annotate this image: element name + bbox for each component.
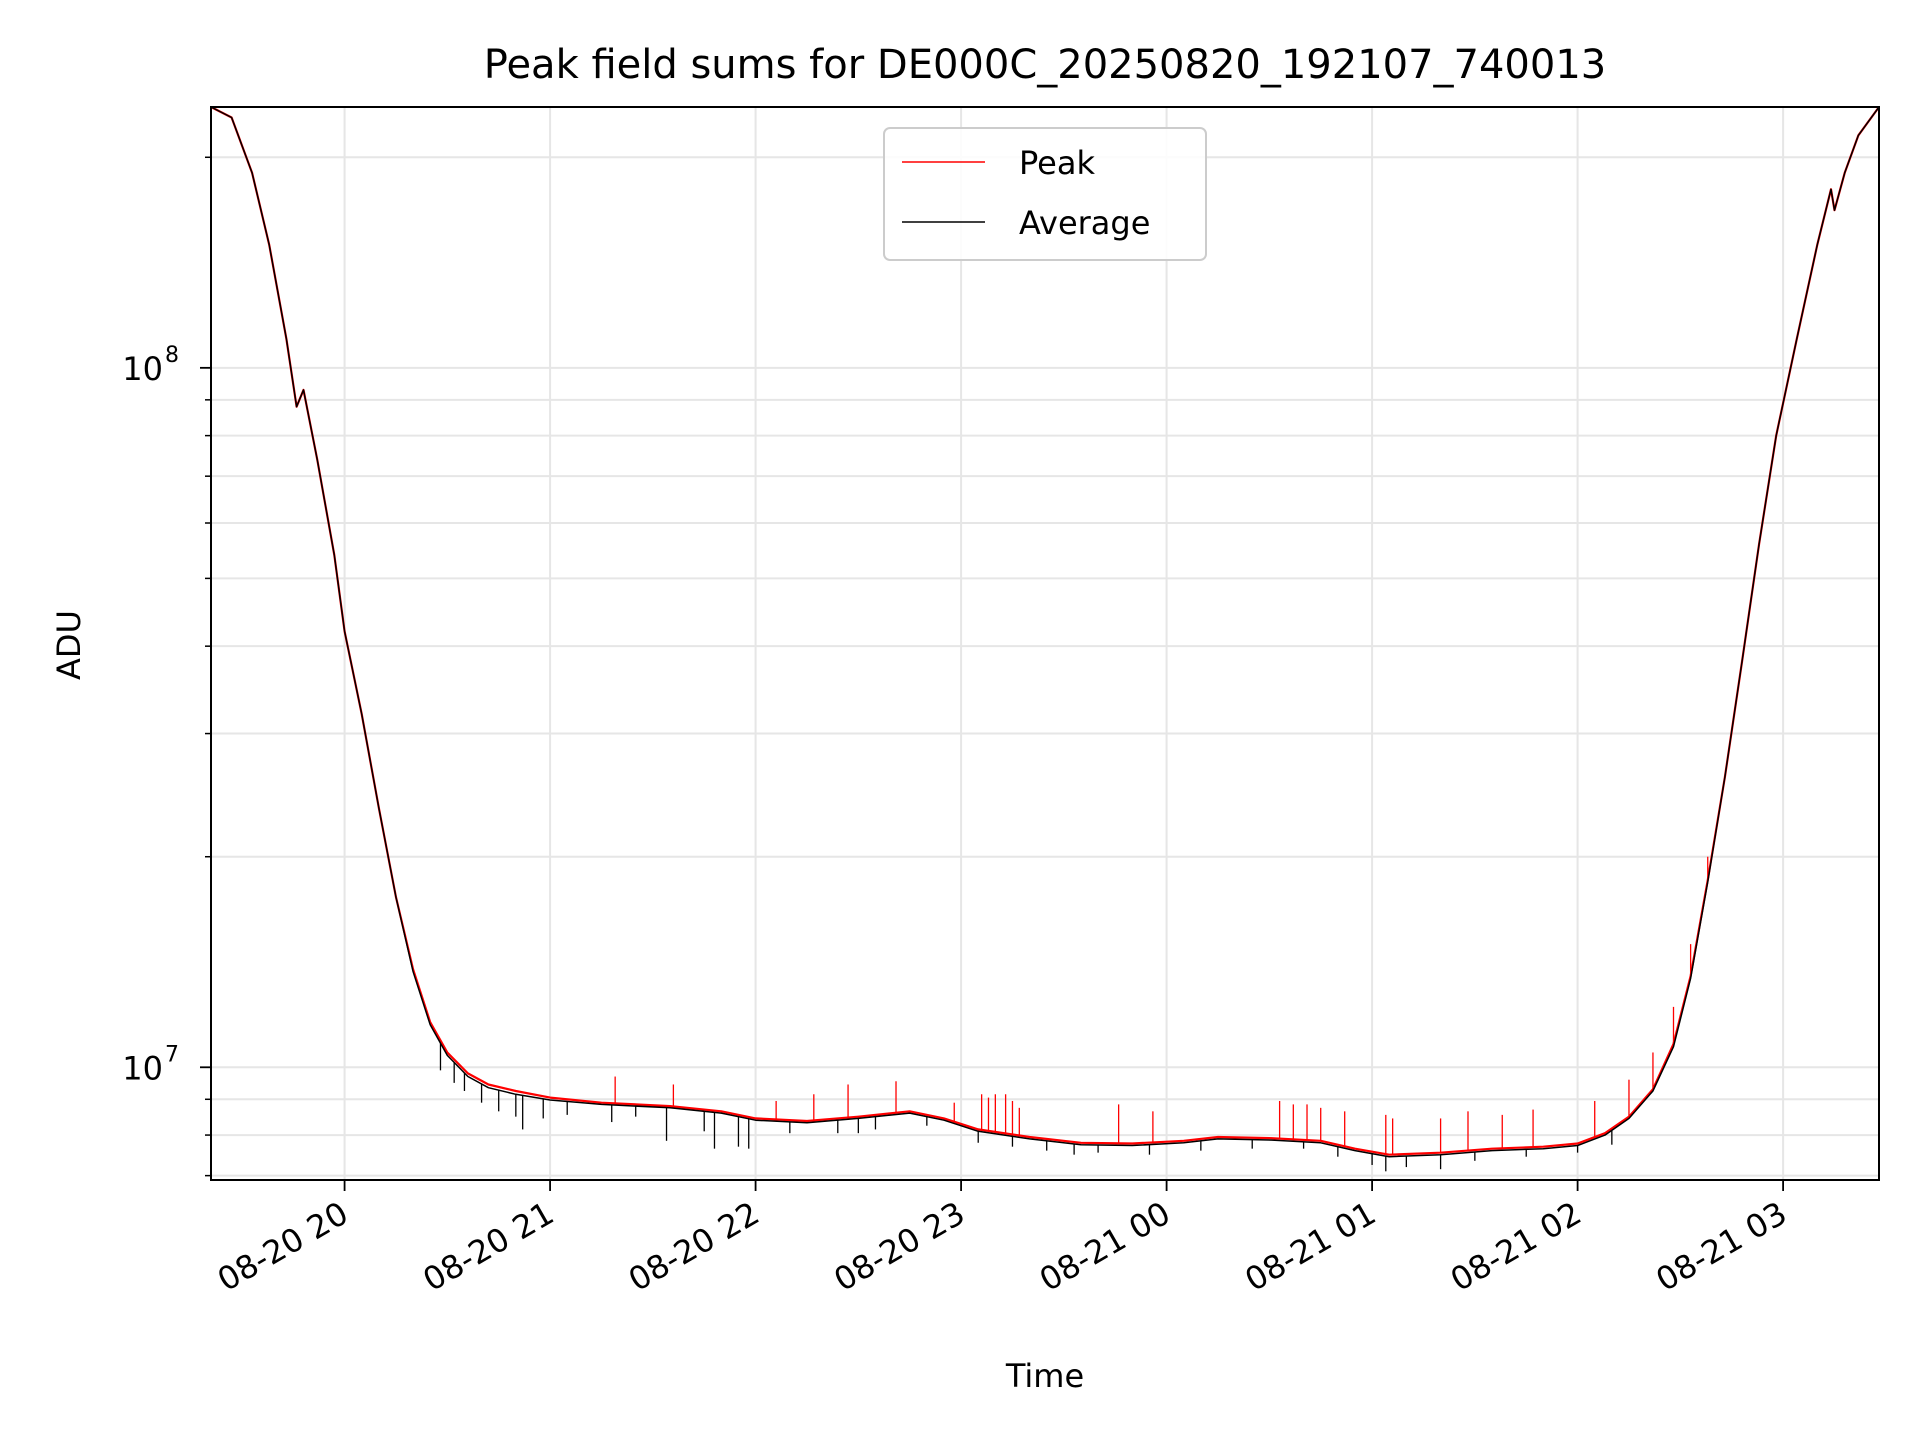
y-axis-label: ADU	[50, 610, 88, 680]
y-tick-label: 10	[122, 350, 163, 388]
y-tick-label-exponent: 8	[165, 343, 179, 368]
legend-label-average: Average	[1019, 204, 1150, 242]
grid-layer	[211, 107, 1879, 1180]
legend: Peak Average	[883, 127, 1207, 261]
y-tick-label-exponent: 7	[165, 1042, 179, 1067]
y-tick-label: 10	[122, 1049, 163, 1087]
plot-frame	[210, 106, 1880, 1181]
x-axis-label: Time	[1005, 1357, 1084, 1395]
chart-title: Peak field sums for DE000C_20250820_1921…	[484, 42, 1606, 88]
series-line-average	[210, 106, 1880, 1158]
legend-label-peak: Peak	[1019, 144, 1095, 182]
legend-box	[883, 127, 1207, 261]
series-layer	[210, 106, 1880, 1172]
